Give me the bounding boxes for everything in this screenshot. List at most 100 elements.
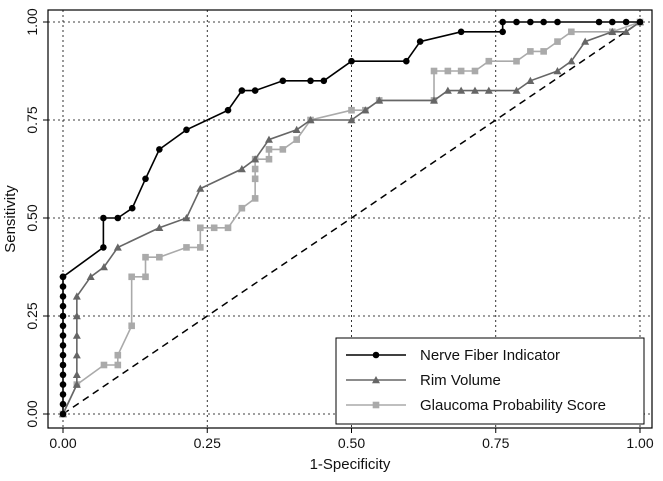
data-point: [430, 96, 439, 104]
data-point: [636, 18, 644, 26]
data-point: [306, 116, 315, 124]
ticks: 0.00 0.25 0.50 0.75 1.00 0.00 0.25 0.50 0.75 1.00: [24, 8, 654, 451]
data-point: [251, 87, 259, 94]
data-point: [238, 204, 246, 212]
data-point: [470, 86, 479, 94]
data-point: [513, 57, 520, 65]
reference-line: [62, 21, 641, 415]
data-point: [513, 18, 520, 26]
data-point: [59, 391, 67, 398]
y-axis-title: Sensitivity: [2, 185, 19, 253]
data-point: [499, 18, 506, 26]
data-point: [59, 273, 67, 281]
data-point: [540, 18, 547, 26]
data-point: [443, 86, 452, 94]
data-point: [595, 18, 603, 26]
data-point: [100, 244, 107, 251]
data-point: [293, 136, 300, 143]
data-point: [279, 146, 287, 153]
reference-line-group: [62, 21, 641, 415]
legend-box: [335, 337, 645, 425]
data-point: [142, 253, 149, 261]
x-tick-label: 1.00: [626, 435, 653, 451]
data-point: [622, 27, 631, 35]
data-point: [567, 57, 576, 65]
data-point: [265, 146, 273, 153]
data-point: [527, 48, 534, 55]
data-point: [59, 361, 67, 369]
data-point: [142, 175, 149, 183]
data-point: [348, 106, 355, 114]
data-point: [142, 273, 149, 281]
data-point: [347, 116, 356, 124]
data-point: [527, 18, 534, 26]
data-point: [568, 28, 575, 36]
data-point: [554, 38, 561, 45]
data-point: [72, 292, 81, 300]
data-point: [622, 18, 630, 26]
series-circle: [59, 18, 644, 418]
data-point: [59, 351, 67, 359]
x-tick-label: 0.00: [49, 435, 76, 451]
data-point: [59, 302, 67, 310]
data-point: [197, 224, 204, 232]
series-group: [59, 18, 644, 418]
data-point: [279, 77, 287, 85]
data-point: [113, 243, 122, 251]
data-point: [238, 87, 246, 94]
data-point: [608, 27, 617, 35]
legend-label: Nerve Fiber Indicator: [420, 347, 560, 364]
data-point: [457, 28, 465, 36]
data-point: [581, 37, 590, 45]
x-tick-label: 0.75: [482, 435, 509, 451]
data-point: [430, 67, 438, 75]
legend: Nerve Fiber Indicator Rim Volume Glaucoma …: [335, 337, 645, 425]
data-point: [485, 57, 493, 65]
data-point: [609, 18, 616, 26]
legend-swatch-marker: [372, 401, 380, 409]
legend-swatch-marker: [372, 351, 380, 359]
data-point: [59, 410, 67, 418]
series-line: [62, 21, 641, 415]
data-point: [210, 224, 218, 232]
data-point: [114, 214, 122, 222]
data-point: [361, 106, 370, 114]
data-point: [251, 195, 259, 202]
data-point: [72, 351, 81, 359]
data-point: [251, 165, 259, 173]
data-point: [59, 332, 67, 339]
x-tick-label: 0.50: [338, 435, 365, 451]
legend-label: Glaucoma Probability Score: [420, 397, 606, 414]
data-point: [59, 312, 67, 320]
data-point: [526, 76, 535, 84]
data-point: [251, 175, 259, 183]
data-point: [59, 293, 67, 300]
data-point: [265, 155, 273, 163]
data-point: [128, 204, 136, 212]
data-point: [320, 77, 328, 85]
data-point: [484, 86, 493, 94]
data-point: [251, 155, 260, 163]
data-point: [196, 184, 205, 192]
data-point: [403, 57, 410, 65]
data-point: [183, 126, 190, 134]
data-point: [100, 214, 107, 222]
x-axis-title: 1-Specificity: [310, 456, 391, 473]
data-point: [512, 86, 521, 94]
data-point: [72, 331, 81, 339]
data-point: [471, 67, 479, 75]
data-point: [224, 224, 232, 232]
data-point: [264, 135, 273, 143]
data-point: [457, 67, 465, 75]
x-tick-label: 0.25: [194, 435, 221, 451]
data-point: [183, 244, 190, 251]
data-point: [156, 253, 163, 261]
y-tick-label: 0.25: [24, 302, 40, 329]
data-point: [307, 77, 314, 85]
data-point: [128, 322, 135, 330]
legend-label: Rim Volume: [420, 372, 501, 389]
y-tick-label: 0.50: [24, 204, 40, 231]
data-point: [100, 361, 108, 369]
data-point: [182, 214, 191, 222]
